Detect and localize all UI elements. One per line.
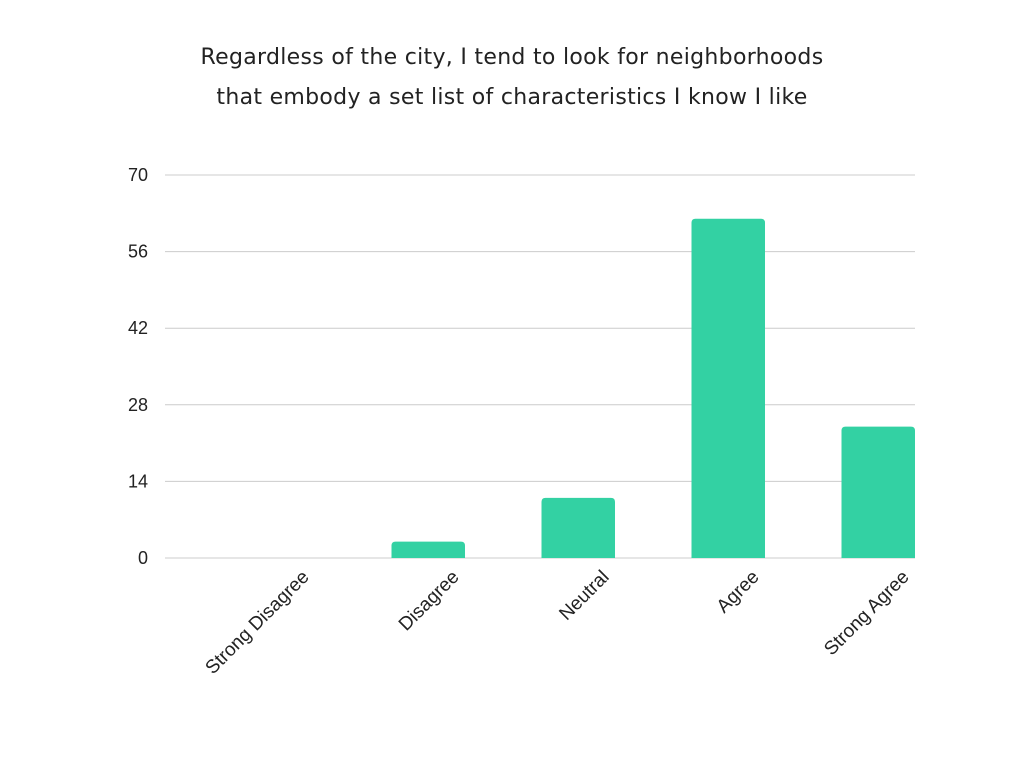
y-tick-label: 56: [128, 242, 148, 262]
bars: [391, 218, 915, 558]
y-tick-label: 28: [128, 395, 148, 415]
y-tick-label: 14: [128, 471, 148, 491]
x-tick-label: Neutral: [555, 567, 613, 625]
y-tick-label: 42: [128, 318, 148, 338]
y-axis-ticks: 0 14 28 42 56 70: [128, 165, 148, 568]
y-tick-label: 0: [138, 548, 148, 568]
chart-title: Regardless of the city, I tend to look f…: [112, 38, 912, 118]
chart-title-line-2: that embody a set list of characteristic…: [216, 85, 808, 110]
grid-lines: [165, 174, 915, 559]
bar-strong-agree: [841, 426, 915, 558]
bar-disagree: [391, 541, 465, 558]
bar-agree: [691, 218, 765, 558]
x-tick-label: Agree: [713, 567, 764, 618]
x-tick-label: Strong Disagree: [202, 567, 314, 679]
y-tick-label: 70: [128, 165, 148, 185]
bar-neutral: [541, 497, 615, 558]
x-tick-label: Strong Agree: [820, 567, 913, 660]
chart-title-line-1: Regardless of the city, I tend to look f…: [200, 45, 824, 70]
x-axis-labels: Strong Disagree Disagree Neutral Agree Stron…: [202, 567, 914, 679]
x-tick-label: Disagree: [395, 567, 464, 636]
